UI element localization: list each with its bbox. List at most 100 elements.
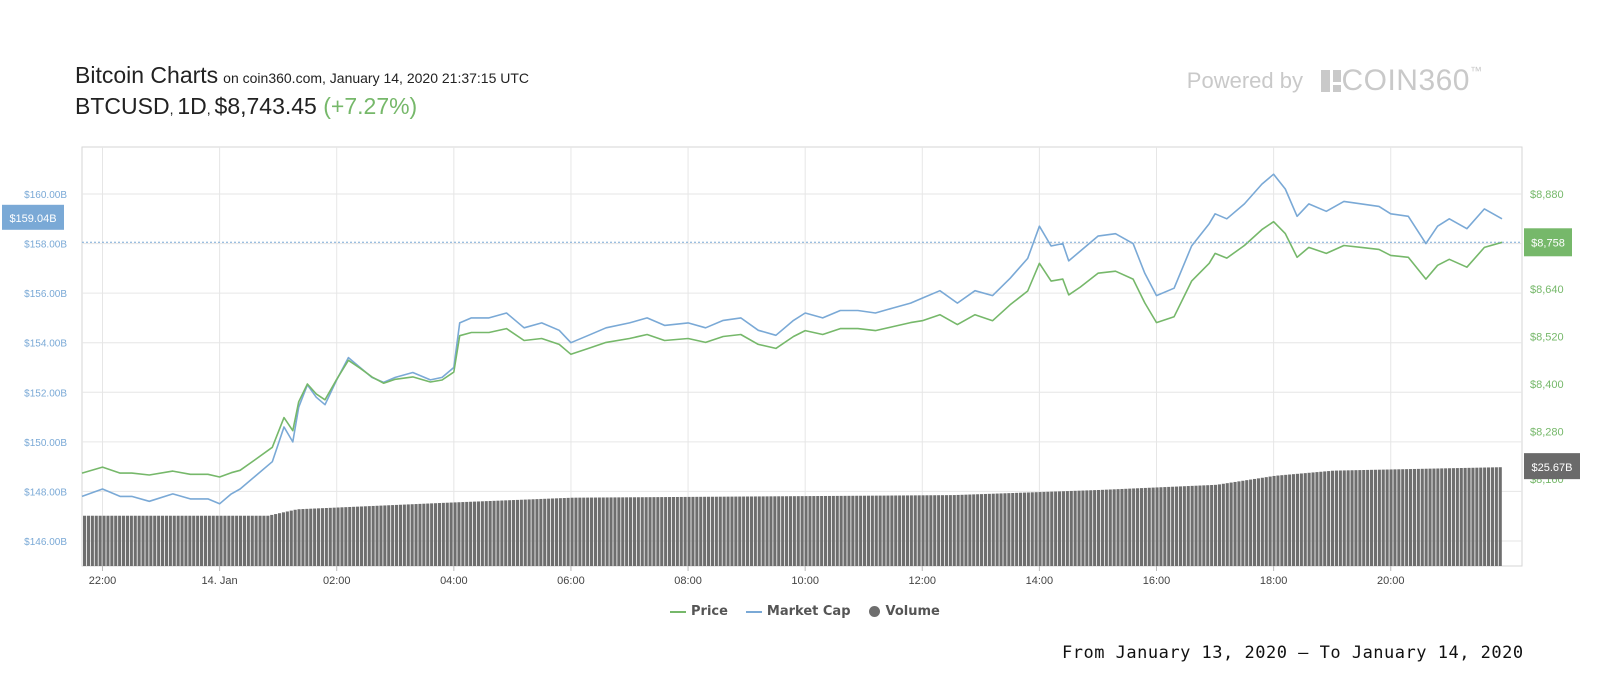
volume-bar xyxy=(597,497,601,566)
resolution-label: 1D xyxy=(177,93,207,119)
legend-item-volume[interactable]: Volume xyxy=(868,604,940,619)
volume-bar xyxy=(593,497,597,566)
volume-bar xyxy=(457,502,461,566)
volume-bar xyxy=(617,497,621,566)
volume-bar xyxy=(527,499,531,566)
volume-bar xyxy=(1054,491,1058,566)
volume-bar xyxy=(1081,490,1085,566)
legend-item-market-cap[interactable]: Market Cap xyxy=(745,604,851,619)
x-axis-tick-label: 08:00 xyxy=(674,575,702,587)
volume-bar xyxy=(960,494,964,566)
volume-bar xyxy=(777,496,781,566)
left-axis-tick-label: $148.00B xyxy=(24,487,67,498)
volume-bar xyxy=(1268,476,1272,566)
price-change: (+7.27%) xyxy=(323,93,418,119)
right-axis-tick-label: $8,280 xyxy=(1530,427,1564,439)
coin360-logo-text: COIN360 xyxy=(1341,64,1470,97)
volume-bar xyxy=(391,505,395,566)
volume-bar xyxy=(734,496,738,566)
volume-bar xyxy=(999,493,1003,566)
volume-bar xyxy=(543,498,547,566)
volume-bar xyxy=(671,497,675,566)
volume-bar xyxy=(640,497,644,566)
volume-bar xyxy=(691,496,695,566)
volume-bar xyxy=(582,497,586,566)
volume-bar xyxy=(1338,470,1342,566)
volume-bar xyxy=(1167,486,1171,566)
volume-bar xyxy=(894,495,898,566)
volume-bar xyxy=(250,515,254,566)
volume-bar xyxy=(426,503,430,566)
volume-bar xyxy=(679,496,683,566)
price-current-label: $8,758 xyxy=(1531,237,1565,249)
volume-bar xyxy=(1440,468,1444,566)
volume-bar xyxy=(1331,470,1335,566)
legend-item-price[interactable]: Price xyxy=(670,604,728,619)
volume-bar xyxy=(1307,472,1311,566)
x-axis-tick-label: 20:00 xyxy=(1377,575,1405,587)
volume-bar xyxy=(1299,473,1303,566)
volume-bar xyxy=(1042,491,1046,566)
volume-bar xyxy=(683,496,687,566)
volume-bar xyxy=(570,497,574,566)
volume-bar xyxy=(1011,493,1015,566)
volume-bar xyxy=(184,515,188,566)
volume-bar xyxy=(1280,475,1284,566)
title-subtitle: on coin360.com, January 14, 2020 21:37:1… xyxy=(223,70,530,86)
volume-bar xyxy=(352,506,356,566)
market-cap-current-label: $159.04B xyxy=(9,213,56,225)
x-axis-tick-label: 02:00 xyxy=(323,575,351,587)
volume-bar xyxy=(332,507,336,566)
volume-bar xyxy=(1448,468,1452,566)
volume-bar xyxy=(933,495,937,566)
volume-bar xyxy=(106,515,110,566)
volume-bar xyxy=(344,507,348,566)
volume-bar xyxy=(987,493,991,566)
volume-bar xyxy=(941,495,945,566)
volume-bar xyxy=(902,495,906,566)
volume-bar xyxy=(262,515,266,566)
legend-line-icon xyxy=(670,610,686,613)
volume-bar xyxy=(1061,491,1065,566)
volume-bar xyxy=(246,515,250,566)
volume-bar xyxy=(1233,481,1237,566)
volume-bar xyxy=(948,495,952,566)
volume-bar xyxy=(1065,491,1069,566)
volume-bar xyxy=(1022,492,1026,566)
volume-bar xyxy=(1210,485,1214,566)
volume-bar xyxy=(547,498,551,566)
volume-bar xyxy=(317,508,321,566)
volume-bar xyxy=(812,496,816,566)
volume-bar xyxy=(1143,487,1147,566)
volume-bar xyxy=(114,515,118,566)
volume-bar xyxy=(1494,467,1498,566)
volume-bar xyxy=(1311,472,1315,566)
volume-bar xyxy=(122,515,126,566)
volume-bar xyxy=(1295,473,1299,566)
volume-bar xyxy=(200,515,204,566)
volume-bar xyxy=(289,510,293,566)
volume-bar xyxy=(1217,484,1221,566)
volume-bar xyxy=(1272,475,1276,566)
volume-bar xyxy=(820,496,824,566)
volume-bar xyxy=(1077,490,1081,566)
volume-bar xyxy=(590,497,594,566)
volume-bar xyxy=(921,495,925,566)
volume-bar xyxy=(1182,486,1186,566)
volume-bar xyxy=(535,499,539,566)
volume-bar xyxy=(1451,468,1455,566)
volume-bar xyxy=(831,495,835,566)
volume-bar xyxy=(1315,472,1319,566)
volume-bar xyxy=(480,501,484,566)
left-axis-tick-label: $152.00B xyxy=(24,388,67,399)
volume-bar xyxy=(1104,489,1108,566)
volume-bar xyxy=(1416,468,1420,566)
volume-bar xyxy=(714,496,718,566)
volume-bar xyxy=(1046,491,1050,566)
volume-bar xyxy=(1186,486,1190,566)
volume-bar xyxy=(359,506,363,566)
volume-bar xyxy=(699,496,703,566)
volume-bar xyxy=(192,515,196,566)
volume-bar xyxy=(1370,469,1374,566)
